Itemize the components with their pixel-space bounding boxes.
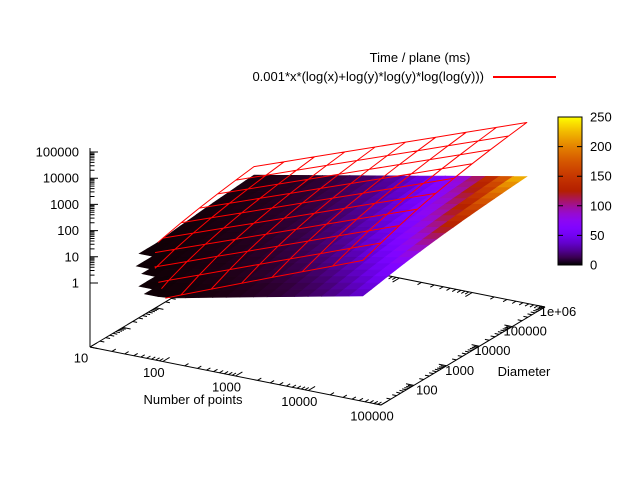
y-tick-label: 1e+06 (540, 304, 577, 319)
colorbar-tick-label: 200 (590, 139, 612, 154)
x-tick-label: 10 (74, 351, 88, 366)
x-tick-label: 100000 (350, 409, 393, 424)
y-tick-label: 100000 (504, 324, 547, 339)
colorbar-tick-label: 50 (590, 228, 604, 243)
colorbar-tick-label: 100 (590, 198, 612, 213)
legend-line-sample (493, 76, 556, 78)
y-tick-label: 100 (416, 382, 438, 397)
x-axis-title: Number of points (143, 392, 243, 407)
z-tick-label: 10000 (43, 171, 79, 186)
colorbar-gradient (557, 116, 583, 266)
y-tick-label: 1000 (445, 363, 474, 378)
plot-title: Time / plane (ms) (369, 50, 471, 65)
z-tick-label: 1 (72, 276, 79, 291)
y-axis-title: Diameter (497, 364, 551, 379)
colorbar-tick-label: 250 (590, 110, 612, 125)
x-tick-label: 10000 (281, 394, 317, 409)
z-tick-label: 100000 (36, 145, 79, 160)
y-tick-label: 10000 (474, 343, 510, 358)
x-tick-label: 1000 (212, 380, 241, 395)
colorbar-tick-label: 150 (590, 169, 612, 184)
colorbar: 0 50 100 150 200 250 (557, 110, 612, 273)
z-tick-label: 10 (65, 249, 79, 264)
legend-entry-label: 0.001*x*(log(x)+log(y)*log(y)*log(log(y)… (252, 69, 484, 84)
z-axis: 1 10 100 1000 10000 100000 (36, 145, 98, 347)
z-tick-label: 100 (57, 223, 79, 238)
colorbar-tick-label: 0 (590, 258, 597, 273)
z-tick-label: 1000 (50, 197, 79, 212)
wireframe-surface (154, 122, 528, 299)
x-tick-label: 100 (143, 365, 165, 380)
